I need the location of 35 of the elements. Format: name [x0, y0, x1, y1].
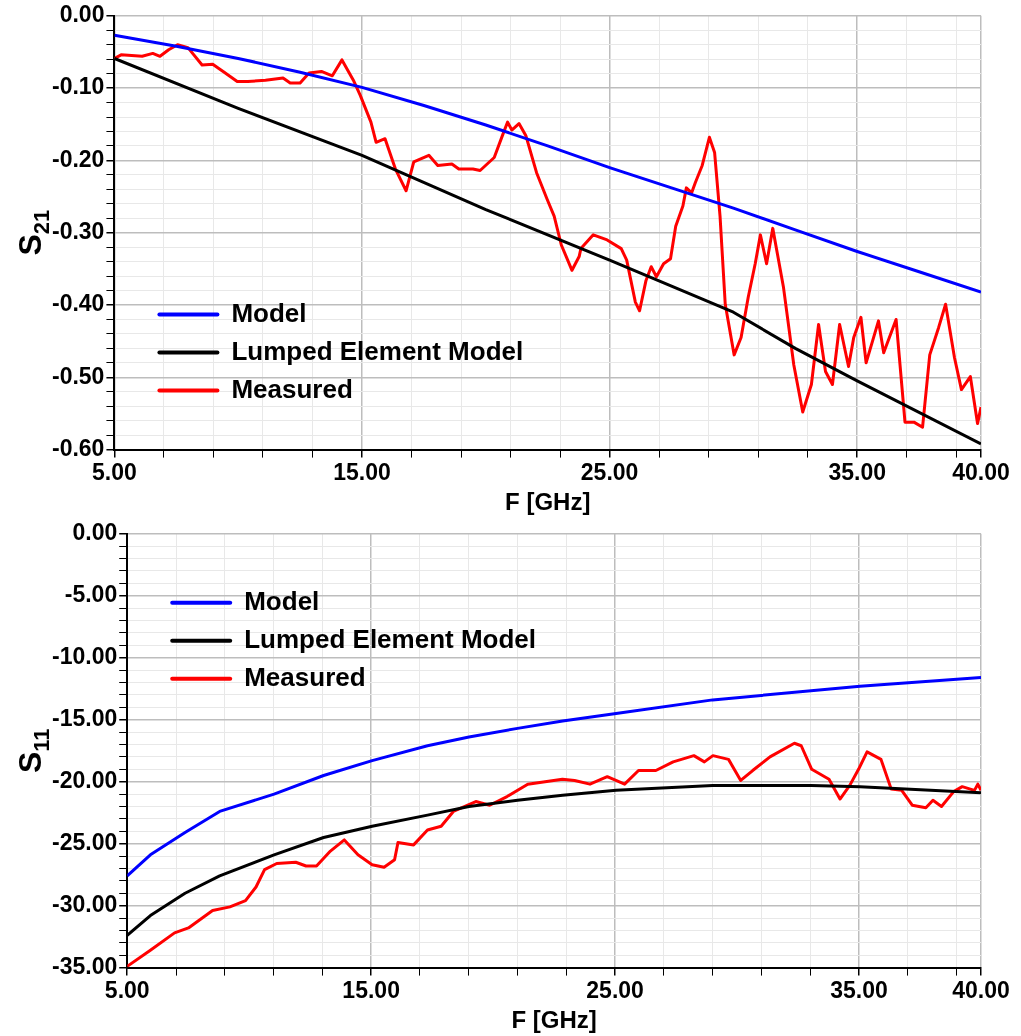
y-tick-label: -0.20	[51, 145, 105, 172]
x-tick-label: 5.00	[92, 458, 137, 485]
y-tick-label: 0.00	[72, 519, 118, 546]
y-tick-label: -20.00	[52, 767, 118, 794]
y-tick-label: -15.00	[52, 705, 118, 732]
y-tick-label: -0.60	[51, 434, 105, 461]
y-tick-label: -0.50	[51, 362, 105, 389]
x-tick-label: 15.00	[342, 976, 400, 1003]
x-tick-label: 40.00	[952, 976, 1010, 1003]
x-tick-label: 15.00	[333, 458, 391, 485]
x-tick-label: 40.00	[952, 458, 1010, 485]
y-axis-title: S11	[12, 728, 54, 773]
y-tick-label: -0.30	[51, 218, 105, 245]
y-tick-label: -0.40	[51, 290, 105, 317]
y-tick-label: -35.00	[52, 952, 118, 979]
y-tick-label: 0.00	[59, 1, 105, 28]
x-axis-title: F [GHz]	[505, 488, 591, 516]
y-tick-label: -10.00	[52, 643, 118, 670]
y-tick-label: -25.00	[52, 829, 118, 855]
x-tick-label: 35.00	[830, 976, 888, 1003]
legend-label: Measured	[231, 373, 353, 404]
legend-label: Measured	[244, 661, 366, 692]
legend-label: Lumped Element Model	[244, 623, 537, 654]
legend-label: Model	[244, 585, 320, 616]
y-tick-label: -30.00	[52, 890, 118, 917]
legend-label: Lumped Element Model	[231, 335, 524, 366]
y-axis-title: S21	[12, 209, 54, 256]
x-tick-label: 35.00	[828, 458, 886, 485]
x-tick-label: 25.00	[580, 458, 639, 485]
y-tick-label: -0.10	[51, 73, 105, 100]
x-tick-label: 25.00	[586, 976, 644, 1003]
legend-label: Model	[231, 297, 307, 328]
x-tick-label: 5.00	[104, 976, 150, 1003]
x-axis-title: F [GHz]	[511, 1006, 597, 1034]
y-tick-label: -5.00	[64, 581, 118, 608]
